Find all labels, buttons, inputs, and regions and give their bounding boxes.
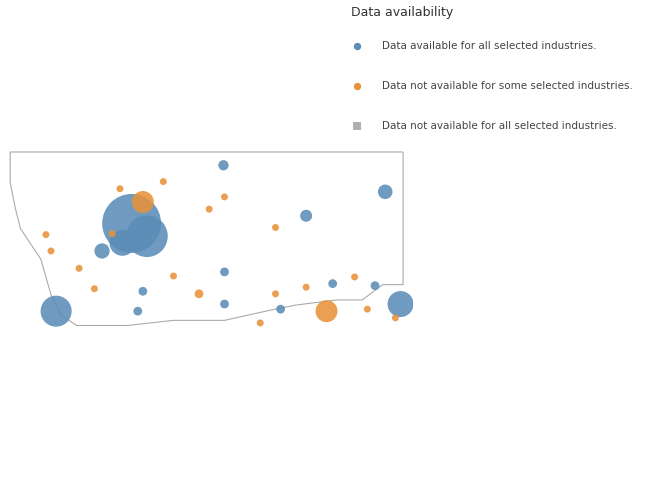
Point <box>41 231 51 239</box>
Point <box>380 188 390 196</box>
Point <box>107 230 117 238</box>
Text: Data available for all selected industries.: Data available for all selected industri… <box>382 41 596 51</box>
Point <box>370 282 380 289</box>
Point <box>117 239 128 247</box>
Point <box>255 319 266 327</box>
Point <box>158 178 169 185</box>
Point <box>276 305 286 313</box>
Text: Data availability: Data availability <box>351 6 453 19</box>
Point <box>219 300 230 308</box>
Point <box>352 122 362 130</box>
Point <box>270 290 281 298</box>
Point <box>321 307 332 315</box>
Point <box>168 272 178 280</box>
Point <box>218 161 229 169</box>
Text: Data not available for all selected industries.: Data not available for all selected indu… <box>382 121 617 131</box>
Point <box>115 185 125 192</box>
Point <box>352 82 362 90</box>
Point <box>270 224 281 231</box>
Point <box>352 42 362 50</box>
Point <box>97 247 108 255</box>
Point <box>51 307 62 315</box>
Point <box>194 290 204 298</box>
Point <box>89 285 100 293</box>
Point <box>327 280 338 288</box>
Point <box>74 264 85 272</box>
Point <box>138 198 148 206</box>
Point <box>390 314 401 322</box>
Text: Data not available for some selected industries.: Data not available for some selected ind… <box>382 81 632 91</box>
Point <box>396 300 406 308</box>
Point <box>362 305 373 313</box>
Point <box>133 307 143 315</box>
Point <box>219 193 230 201</box>
Point <box>204 205 215 213</box>
Point <box>138 288 148 295</box>
Point <box>301 212 312 220</box>
Point <box>127 219 137 227</box>
Point <box>301 283 312 291</box>
Point <box>46 247 56 255</box>
Point <box>219 268 230 276</box>
Point <box>350 273 360 281</box>
Polygon shape <box>10 152 403 325</box>
Point <box>142 232 152 240</box>
